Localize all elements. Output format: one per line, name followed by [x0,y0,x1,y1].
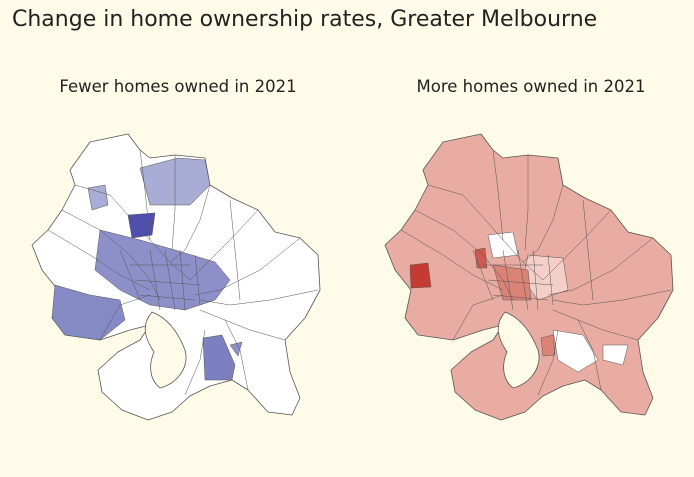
panel-title: More homes owned in 2021 [417,77,646,96]
map-more [384,133,674,421]
map-fewer [31,133,321,421]
panel-title: Fewer homes owned in 2021 [59,77,296,96]
chart-title: Change in home ownership rates, Greater … [12,7,597,32]
